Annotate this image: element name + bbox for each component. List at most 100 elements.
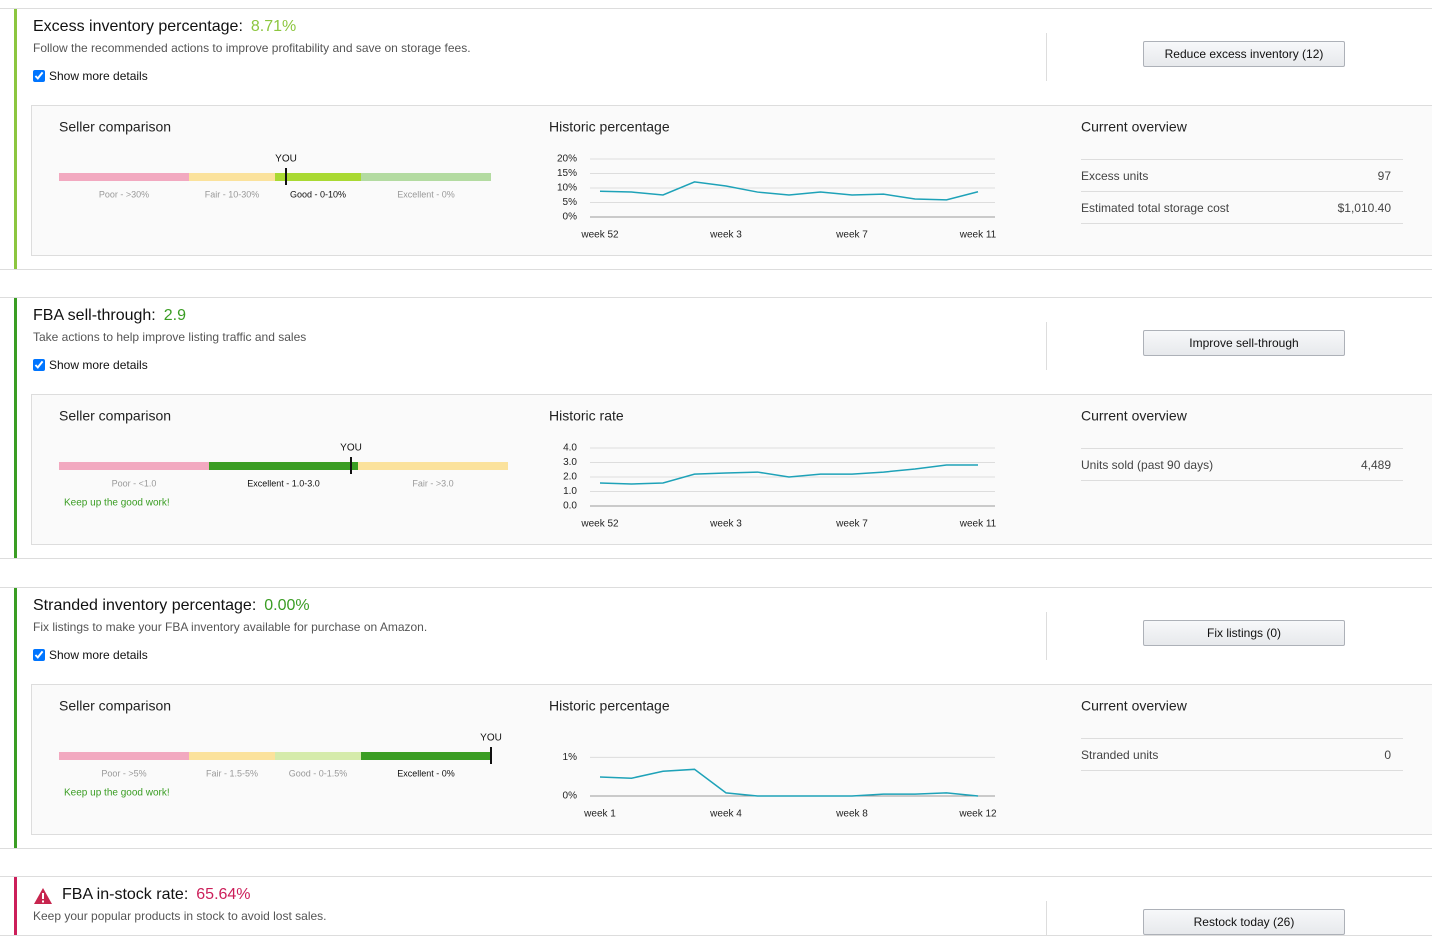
comparison-segment: [275, 752, 361, 760]
overview-label: Estimated total storage cost: [1081, 201, 1230, 215]
show-details[interactable]: Show more details: [33, 647, 148, 663]
y-tick-label: 20%: [557, 154, 577, 165]
comparison-segment: [59, 752, 189, 760]
details: Seller comparison Poor - >5% Fair - 1.5-5%…: [59, 698, 1403, 820]
section-title: Seller comparison: [59, 119, 171, 135]
accent-bar: [14, 588, 17, 848]
section-title: Historic percentage: [549, 119, 670, 135]
checkbox-label: Show more details: [49, 648, 148, 662]
overview-label: Units sold (past 90 days): [1081, 458, 1213, 472]
metric-panel: Excess inventory percentage: 8.71% Follow …: [0, 8, 1432, 270]
metric-value: 65.64%: [196, 886, 251, 903]
overview-label: Stranded units: [1081, 748, 1158, 762]
section-title: Historic rate: [549, 408, 624, 424]
segment-label: Poor - <1.0: [112, 478, 157, 488]
details: Seller comparison Poor - <1.0 Excellent - …: [59, 408, 1403, 530]
x-tick-label: week 52: [580, 230, 619, 241]
section-title: Historic percentage: [549, 698, 670, 714]
divider: [1046, 322, 1047, 370]
history-line: [599, 464, 978, 485]
details-checkbox[interactable]: [33, 649, 45, 661]
segment-label: Good - 0-10%: [290, 189, 346, 199]
y-tick-label: 5%: [563, 197, 578, 208]
description: Follow the recommended actions to improv…: [33, 41, 471, 55]
segment-label: Fair - 1.5-5%: [206, 768, 258, 778]
checkbox-label: Show more details: [49, 358, 148, 372]
comparison-segment: [59, 173, 189, 181]
metric-panel: FBA in-stock rate: 65.64% Keep your popula…: [0, 876, 1432, 936]
section-title: Current overview: [1081, 408, 1188, 424]
overview-value: 97: [1378, 169, 1392, 183]
title-text: FBA sell-through:: [33, 307, 156, 324]
segment-label: Poor - >5%: [101, 768, 146, 778]
description: Keep your popular products in stock to a…: [33, 909, 327, 923]
panel-title: Excess inventory percentage: 8.71%: [33, 17, 296, 37]
segment-label: Excellent - 0%: [397, 189, 455, 199]
action-button[interactable]: Fix listings (0): [1143, 620, 1345, 646]
x-tick-label: week 1: [583, 809, 616, 820]
overview-label: Excess units: [1081, 169, 1148, 183]
you-label: YOU: [275, 154, 297, 165]
y-tick-label: 0%: [563, 791, 578, 802]
x-tick-label: week 3: [709, 519, 742, 530]
segment-label: Excellent - 1.0-3.0: [247, 478, 320, 488]
action-button[interactable]: Reduce excess inventory (12): [1143, 41, 1345, 67]
x-tick-label: week 3: [709, 230, 742, 241]
section-title: Seller comparison: [59, 408, 171, 424]
show-details[interactable]: Show more details: [33, 68, 148, 84]
details: Seller comparison Poor - >30% Fair - 10-30…: [59, 119, 1403, 241]
details-checkbox[interactable]: [33, 359, 45, 371]
metric-value: 8.71%: [250, 18, 297, 35]
comparison-segment: [361, 752, 491, 760]
comparison-segment: [59, 462, 209, 470]
y-tick-label: 2.0: [563, 472, 577, 483]
comparison-note: Keep up the good work!: [64, 788, 170, 799]
accent-bar: [14, 877, 17, 935]
y-tick-label: 15%: [557, 168, 577, 179]
x-tick-label: week 8: [835, 809, 868, 820]
comparison-segment: [209, 462, 358, 470]
details-checkbox[interactable]: [33, 70, 45, 82]
action-button[interactable]: Restock today (26): [1143, 909, 1345, 935]
overview-value: 0: [1384, 748, 1391, 762]
y-tick-label: 1.0: [563, 486, 577, 497]
segment-label: Good - 0-1.5%: [289, 768, 348, 778]
action-button[interactable]: Improve sell-through: [1143, 330, 1345, 356]
description: Fix listings to make your FBA inventory …: [33, 620, 428, 634]
history-line: [599, 181, 979, 201]
metric-panel: FBA sell-through: 2.9 Take actions to help…: [0, 297, 1432, 559]
show-details[interactable]: Show more details: [33, 357, 148, 373]
divider: [1046, 901, 1047, 935]
y-tick-label: 0.0: [563, 501, 577, 512]
y-tick-label: 3.0: [563, 457, 577, 468]
metric-value: 0.00%: [264, 597, 310, 614]
title-text: Stranded inventory percentage:: [33, 597, 257, 614]
x-tick-label: week 52: [580, 519, 619, 530]
comparison-segment: [275, 173, 361, 181]
segment-label: Fair - >3.0: [412, 478, 453, 488]
accent-bar: [14, 9, 17, 269]
overview-value: 4,489: [1361, 458, 1391, 472]
you-label: YOU: [340, 443, 362, 454]
x-tick-label: week 7: [835, 230, 868, 241]
comparison-segment: [189, 173, 275, 181]
metric-value: 2.9: [163, 307, 186, 324]
comparison-segment: [189, 752, 275, 760]
divider: [1046, 612, 1047, 660]
x-tick-label: week 12: [958, 809, 997, 820]
you-label: YOU: [480, 733, 502, 744]
title-text: Excess inventory percentage:: [33, 18, 243, 35]
panel-title: Stranded inventory percentage: 0.00%: [33, 596, 310, 616]
y-tick-label: 0%: [563, 212, 578, 223]
section-title: Seller comparison: [59, 698, 171, 714]
comparison-segment: [358, 462, 508, 470]
x-tick-label: week 11: [959, 230, 997, 241]
section-title: Current overview: [1081, 698, 1188, 714]
overview-value: $1,010.40: [1338, 201, 1392, 215]
y-tick-label: 4.0: [563, 443, 577, 454]
accent-bar: [14, 298, 17, 558]
panel-title: FBA sell-through: 2.9: [33, 306, 186, 326]
y-tick-label: 10%: [557, 183, 577, 194]
section-title: Current overview: [1081, 119, 1188, 135]
